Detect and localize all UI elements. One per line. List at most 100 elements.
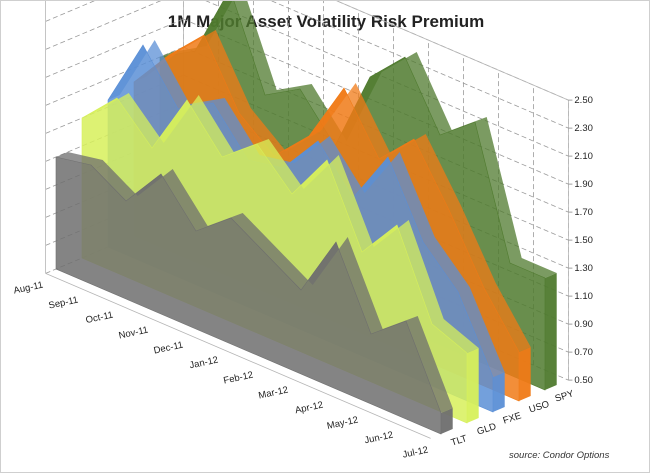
x-tick-label: Jul-12 [402,445,430,461]
x-tick-label: Mar-12 [258,385,290,402]
back-wall-gridline [270,1,569,129]
series-axis-label: FXE [502,410,523,426]
series-area [55,156,442,435]
data-point [404,56,406,58]
series-ribbon-top [134,30,531,353]
data-point [396,224,398,226]
data-point [413,138,415,140]
series-ribbon-top [160,1,557,278]
data-point [177,108,179,110]
data-point [238,112,240,114]
data-point [326,159,328,161]
data-point [90,164,92,166]
x-tick-label: Aug-11 [13,280,45,297]
series-end-cap [519,347,531,401]
data-point [439,134,441,136]
data-point [378,158,380,160]
data-point [492,376,494,378]
floor-front-edge [45,273,431,439]
data-point [230,217,232,219]
data-point [300,289,302,291]
y-tick-label: 0.50 [574,375,593,386]
x-tick-label: Oct-11 [85,310,114,327]
data-point [431,323,433,325]
y-tick-label: 2.10 [574,151,593,162]
data-point [116,97,118,99]
data-point [125,200,127,202]
data-point [335,241,337,243]
y-axis: 2.50 2.30 2.10 1.90 1.70 1.50 1.30 1.10 0.90 0.70… [568,95,593,386]
series-axis-label: USO [528,399,551,416]
data-point [422,241,424,243]
data-point [186,99,188,101]
x-tick-label: Jan-12 [189,355,220,372]
data-point [361,251,363,253]
series-end-cap [467,348,479,423]
y-tick-label: 0.70 [574,347,593,358]
x-tick-label: Nov-11 [118,325,150,342]
data-point [544,277,546,279]
x-tick-label: Apr-12 [294,400,324,417]
series-layer [55,1,557,435]
data-point [457,291,459,293]
data-point [448,209,450,211]
left-wall-gridline [45,1,162,50]
data-point [142,44,144,46]
data-point [440,412,442,414]
data-point [387,156,389,158]
series-end-cap [545,273,557,390]
x-tick-label: Dec-11 [153,340,185,357]
left-wall-gridline [45,18,184,78]
data-point [483,287,485,289]
series-axis-label: TLT [450,433,469,449]
data-point [264,94,266,96]
y-tick-label: 0.90 [574,319,593,330]
series-end-cap [441,408,453,434]
source-note: source: Condor Options [509,450,610,461]
data-point [299,88,301,90]
series-axis-label: SPY [554,388,576,405]
data-point [195,230,197,232]
data-point [509,262,511,264]
data-point [317,140,319,142]
data-point [405,320,407,322]
data-point [291,193,293,195]
data-point [343,87,345,89]
y-tick-label: 1.50 [574,235,593,246]
x-tick-label: May-12 [326,415,359,432]
x-tick-label: Jun-12 [364,430,395,447]
data-point [221,156,223,158]
data-point [151,147,153,149]
data-point [256,143,258,145]
x-tick-label: Sep-11 [48,295,80,312]
y-tick-label: 2.50 [574,95,593,106]
data-point [369,76,371,78]
y-tick-label: 2.30 [574,123,593,134]
series-ribbon-top [82,93,479,354]
data-point [160,173,162,175]
series-tlt [55,152,453,435]
data-point [370,333,372,335]
data-point [107,99,109,101]
y-tick-label: 1.90 [574,179,593,190]
data-point [212,102,214,104]
x-tick-label: Feb-12 [222,370,254,387]
data-point [466,352,468,354]
data-point [81,117,83,119]
left-wall-gridline [45,1,95,22]
data-point [308,135,310,137]
data-point [265,253,267,255]
series-end-cap [493,372,505,412]
top-back-edge [336,1,569,101]
data-point [168,54,170,56]
data-point [203,34,205,36]
y-tick-label: 1.70 [574,207,593,218]
y-tick-label: 1.30 [574,263,593,274]
y-tick-label: 1.10 [574,291,593,302]
data-point [518,351,520,353]
data-point [55,156,57,158]
data-point [474,121,476,123]
series-axis-label: GLD [476,421,498,438]
